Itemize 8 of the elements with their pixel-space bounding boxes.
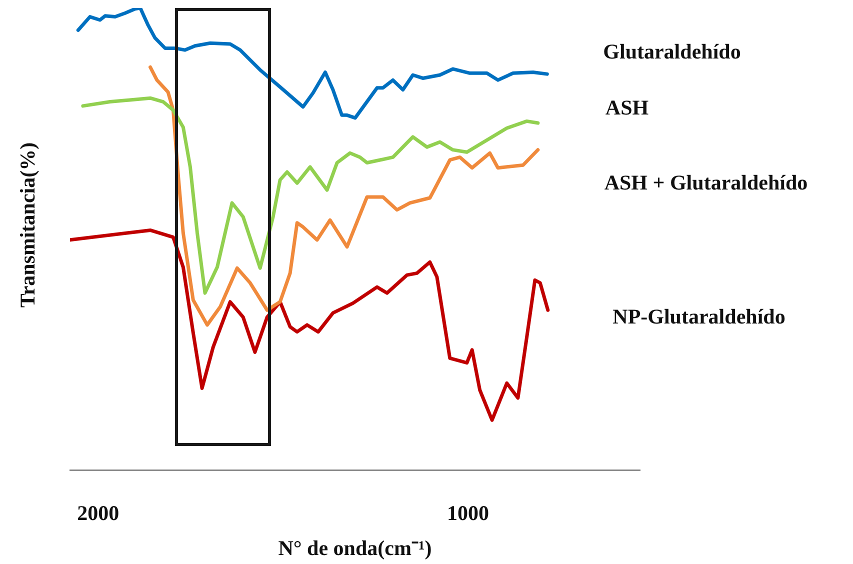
text: Glutaraldehído: [603, 40, 741, 64]
text: NP-Glutaraldehído: [612, 304, 786, 330]
text: ASH: [605, 96, 649, 120]
x-tick-label: 2000: [77, 501, 120, 526]
x-axis-title: N° de onda(cm⁻¹): [278, 536, 432, 560]
x-tick-label: 1000: [447, 501, 489, 526]
y-axis-title: Transmitancia(%): [16, 142, 40, 308]
text: ASH + Glutaraldehído: [604, 170, 808, 196]
